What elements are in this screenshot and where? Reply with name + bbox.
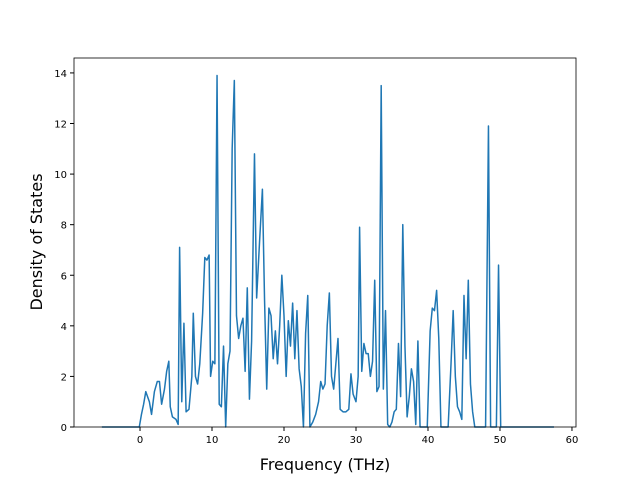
y-tick-label: 0	[61, 423, 67, 434]
y-tick-label: 6	[61, 271, 67, 282]
y-tick-label: 2	[61, 372, 67, 383]
x-tick-label: 0	[137, 435, 143, 446]
y-tick-label: 10	[54, 170, 67, 181]
plot-frame	[73, 57, 577, 428]
x-tick-label: 40	[422, 435, 435, 446]
y-axis-label: Density of States	[27, 173, 46, 310]
y-tick-label: 4	[61, 322, 67, 333]
line-series	[101, 74, 554, 428]
x-tick-label: 20	[278, 435, 291, 446]
x-tick-label: 10	[206, 435, 219, 446]
x-tick-label: 50	[494, 435, 507, 446]
x-tick-label: 60	[566, 435, 579, 446]
x-axis-label: Frequency (THz)	[260, 455, 390, 474]
y-tick-label: 12	[54, 120, 67, 131]
x-tick-label: 30	[350, 435, 363, 446]
y-tick-label: 14	[54, 69, 67, 80]
y-tick-label: 8	[61, 221, 67, 232]
